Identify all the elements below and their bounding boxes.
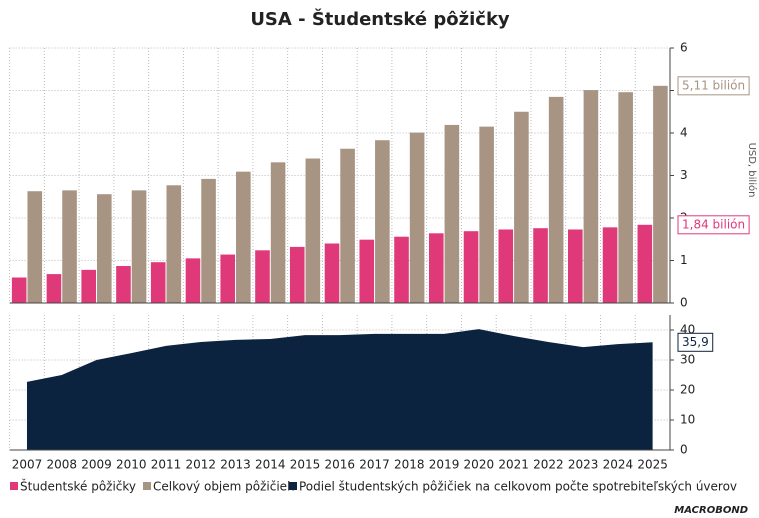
- x-tick-label: 2025: [637, 458, 668, 472]
- x-tick-label: 2020: [464, 458, 495, 472]
- legend-label: Celkový objem pôžičiek: [153, 480, 294, 494]
- bar: [236, 171, 251, 303]
- y-tick-label: 10: [680, 413, 695, 427]
- bar: [289, 246, 305, 303]
- bar: [653, 85, 668, 303]
- bar: [533, 228, 548, 303]
- y-tick-label: 0: [680, 296, 688, 310]
- bar: [270, 162, 286, 303]
- y-tick-label: 3: [680, 168, 688, 182]
- y-tick-label: 1: [680, 253, 688, 267]
- bar: [375, 140, 390, 303]
- logo: MACROBOND: [674, 505, 748, 516]
- bar: [637, 224, 653, 303]
- y-tick-label: 0: [680, 443, 688, 457]
- x-tick-label: 2023: [568, 458, 599, 472]
- bar: [602, 227, 618, 303]
- bar: [150, 262, 166, 303]
- bar: [255, 250, 270, 303]
- bar: [498, 229, 514, 303]
- legend-swatch: [143, 482, 151, 490]
- y-tick-label: 6: [680, 41, 688, 55]
- bar: [81, 269, 96, 303]
- value-label-box: [677, 215, 750, 235]
- x-tick-label: 2015: [290, 458, 321, 472]
- y-axis-label: USD, bilión: [746, 143, 758, 198]
- bar: [479, 126, 494, 303]
- bar: [166, 185, 182, 303]
- bar: [340, 148, 355, 303]
- y-tick-label: 20: [680, 383, 695, 397]
- bar: [394, 236, 409, 303]
- bar: [62, 190, 77, 303]
- bar: [27, 191, 43, 303]
- bar: [305, 158, 321, 303]
- x-tick-label: 2022: [533, 458, 564, 472]
- value-label: 35,9: [682, 335, 709, 349]
- value-label-box: [677, 76, 750, 96]
- bar: [324, 243, 340, 303]
- bar: [46, 274, 62, 303]
- bar: [409, 132, 425, 303]
- x-tick-label: 2012: [185, 458, 216, 472]
- y-tick-label: 30: [680, 353, 695, 367]
- bar: [463, 231, 479, 303]
- x-tick-label: 2018: [394, 458, 425, 472]
- value-label: 5,11 bilión: [682, 78, 745, 92]
- area: [26, 329, 653, 450]
- x-tick-label: 2021: [498, 458, 529, 472]
- bar: [568, 229, 583, 303]
- bar: [201, 178, 216, 303]
- legend-label: Podiel študentských pôžičiek na celkovom…: [299, 480, 737, 494]
- legend-swatch: [289, 482, 297, 490]
- x-tick-label: 2008: [46, 458, 77, 472]
- x-tick-label: 2016: [325, 458, 356, 472]
- bar: [11, 277, 27, 303]
- bar: [514, 111, 529, 303]
- bar: [116, 266, 131, 303]
- bar: [444, 124, 460, 303]
- bar: [428, 233, 444, 303]
- legend-label: Študentské pôžičky: [20, 479, 136, 494]
- legend-swatch: [10, 482, 18, 490]
- x-tick-label: 2019: [429, 458, 460, 472]
- x-tick-label: 2013: [220, 458, 251, 472]
- value-label: 1,84 bilión: [682, 217, 745, 231]
- x-tick-label: 2011: [151, 458, 182, 472]
- x-tick-label: 2007: [12, 458, 43, 472]
- x-tick-label: 2024: [603, 458, 634, 472]
- bar: [131, 190, 147, 303]
- bar: [548, 96, 564, 303]
- chart-title: USA - Študentské pôžičky: [250, 8, 510, 30]
- bar: [359, 239, 375, 303]
- x-tick-label: 2017: [359, 458, 390, 472]
- bar: [220, 254, 236, 303]
- bar: [618, 92, 633, 303]
- bar: [96, 194, 112, 303]
- value-label-box: [677, 332, 714, 352]
- x-tick-label: 2010: [116, 458, 147, 472]
- y-tick-label: 4: [680, 126, 688, 140]
- bar: [185, 258, 201, 303]
- bar: [583, 90, 599, 303]
- x-tick-label: 2014: [255, 458, 286, 472]
- x-tick-label: 2009: [81, 458, 112, 472]
